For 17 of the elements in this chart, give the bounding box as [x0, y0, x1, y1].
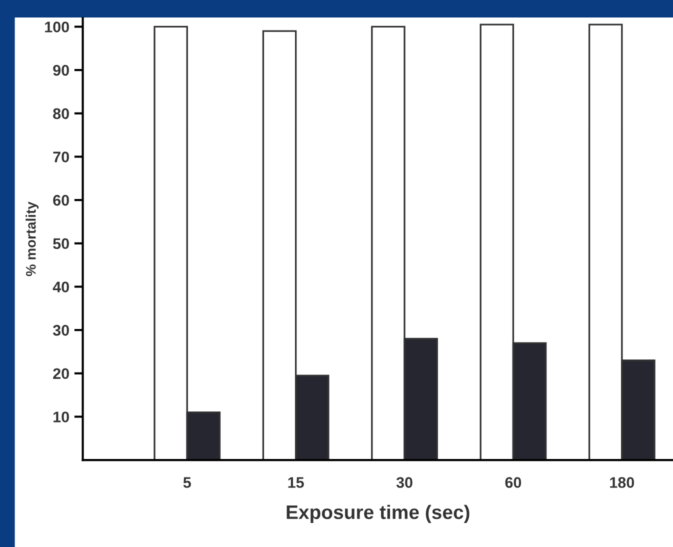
y-tick-label: 80	[53, 108, 69, 120]
y-tick-label: 100	[45, 22, 69, 32]
y-tick-label: 40	[52, 282, 69, 292]
y-tick-label: 70	[53, 152, 69, 162]
x-axis-title: Exposure time (sec)	[286, 504, 470, 523]
y-axis-title: % mortality	[26, 202, 39, 276]
y-tick-label: 90	[53, 64, 69, 76]
y-tick-label: 60	[53, 194, 69, 206]
x-tick-label: 30	[396, 477, 412, 488]
y-tick-label: 30	[52, 324, 69, 336]
x-tick-label: 60	[505, 477, 522, 488]
y-tick-label: 50	[53, 238, 69, 250]
y-tick-label: 10	[54, 412, 69, 422]
x-tick-label: 5	[183, 477, 191, 488]
x-tick-label: 15	[288, 477, 304, 488]
y-tick-label: 20	[53, 368, 69, 380]
x-tick-label: 180	[610, 477, 634, 488]
